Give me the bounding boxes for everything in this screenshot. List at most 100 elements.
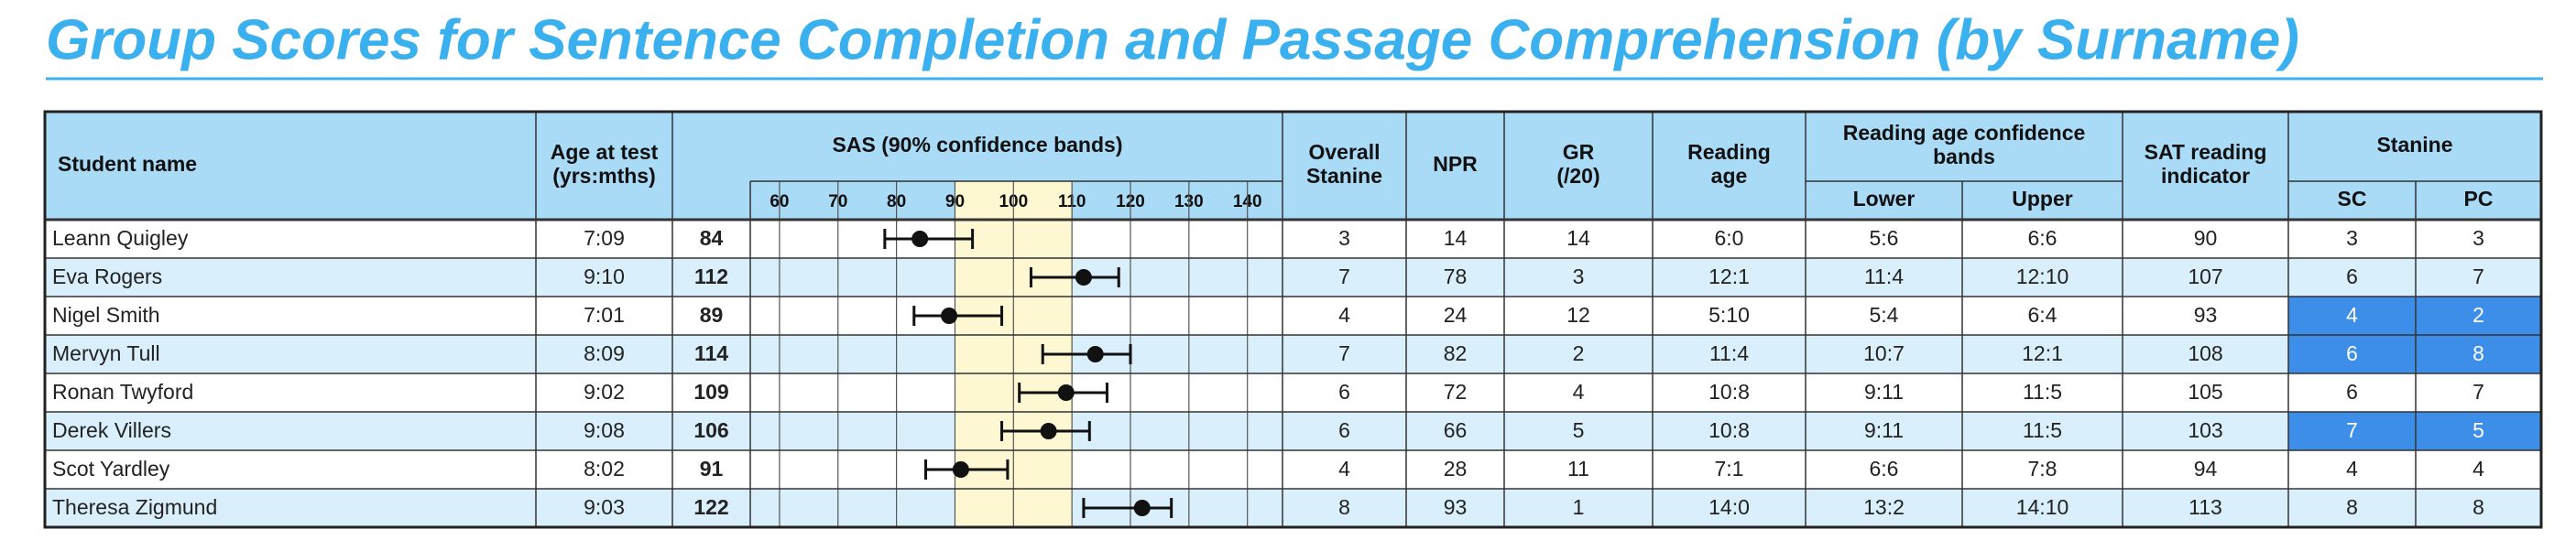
cell: 7 (1338, 265, 1350, 288)
cell: 6:6 (1870, 457, 1899, 481)
row-bg (45, 373, 2541, 412)
row-bg (45, 220, 2541, 258)
score-dot (1133, 500, 1151, 516)
cell: 5 (2472, 418, 2484, 442)
table-border (43, 110, 2543, 529)
row-bg (45, 489, 2541, 527)
cell: 11:5 (2023, 418, 2062, 442)
cell: 4 (2472, 457, 2484, 481)
cell: 14:0 (1708, 495, 1750, 519)
cell: 6 (1338, 380, 1350, 404)
cell: 6:0 (1715, 226, 1744, 250)
cell: 6 (1338, 418, 1350, 442)
cell: 3 (2346, 226, 2358, 250)
cell: 4 (2346, 457, 2358, 481)
cell: 8:09 (584, 341, 625, 365)
cell: 9:03 (584, 495, 625, 519)
cell: 2 (1573, 341, 1585, 365)
score-dot (1086, 346, 1104, 362)
score-dot (1057, 384, 1075, 401)
sub-header: Upper (2012, 187, 2073, 211)
cell: 3 (2472, 226, 2484, 250)
title: Group Scores for Sentence Completion and… (46, 8, 2299, 71)
cell: 6 (2346, 265, 2358, 288)
score-dot (952, 461, 969, 478)
column-header: Stanine (2376, 133, 2452, 157)
cell: 5 (1573, 418, 1585, 442)
cell: 8 (2346, 495, 2358, 519)
cell: 107 (2188, 265, 2222, 288)
cell: 9:08 (584, 418, 625, 442)
cell: 2 (2472, 303, 2484, 327)
column-header: SAT reading (2145, 140, 2267, 164)
column-header: (yrs:mths) (552, 164, 655, 188)
column-header: age (1711, 164, 1748, 188)
column-header: NPR (1433, 152, 1478, 176)
cell: 4 (2346, 303, 2358, 327)
cell: 91 (700, 457, 724, 481)
cell: 4 (1338, 457, 1350, 481)
cell: 112 (694, 265, 728, 288)
column-header: Overall (1309, 140, 1381, 164)
cell: 8 (2472, 341, 2484, 365)
cell: 5:10 (1708, 303, 1750, 327)
cell: 6 (2346, 341, 2358, 365)
cell: 94 (2194, 457, 2218, 481)
cell: 7:8 (2028, 457, 2058, 481)
highlight-cell (2416, 335, 2541, 373)
cell: 108 (2188, 341, 2222, 365)
highlight-cell (2288, 335, 2416, 373)
cell: 6:4 (2028, 303, 2058, 327)
cell: 12 (1566, 303, 1590, 327)
cell: 106 (693, 418, 728, 442)
cell: 28 (1444, 457, 1468, 481)
cell: Leann Quigley (52, 226, 189, 250)
column-header: Stanine (1306, 164, 1382, 188)
column-header: Reading (1687, 140, 1771, 164)
cell: 10:8 (1708, 418, 1750, 442)
cell: 5:6 (1870, 226, 1899, 250)
score-dot (1040, 423, 1057, 439)
cell: 7 (2472, 265, 2484, 288)
cell: Ronan Twyford (52, 380, 193, 404)
column-header: SAS (90% confidence bands) (833, 133, 1123, 157)
column-header: Student name (58, 152, 197, 176)
cell: Eva Rogers (52, 265, 162, 288)
cell: 7:1 (1715, 457, 1744, 481)
cell: Theresa Zigmund (52, 495, 217, 519)
cell: 3 (1338, 226, 1350, 250)
cell: 66 (1444, 418, 1468, 442)
cell: 122 (693, 495, 728, 519)
header-bg (45, 112, 2541, 220)
cell: 109 (693, 380, 728, 404)
cell: 3 (1573, 265, 1585, 288)
cell: 10:8 (1708, 380, 1750, 404)
cell: 11:4 (1864, 265, 1904, 288)
score-dot (911, 231, 929, 247)
cell: 1 (1573, 495, 1585, 519)
column-header: indicator (2161, 164, 2250, 188)
row-bg (45, 335, 2541, 373)
cell: 103 (2188, 418, 2222, 442)
cell: Nigel Smith (52, 303, 160, 327)
sub-header: PC (2464, 187, 2494, 211)
cell: 7 (2472, 380, 2484, 404)
cell: 11:5 (2023, 380, 2062, 404)
row-bg (45, 450, 2541, 489)
cell: Derek Villers (52, 418, 171, 442)
cell: 9:11 (1864, 418, 1904, 442)
cell: 9:10 (584, 265, 625, 288)
column-header: (/20) (1556, 164, 1599, 188)
column-header: bands (1933, 145, 1995, 168)
cell: 113 (2189, 495, 2222, 519)
cell: 105 (2188, 380, 2222, 404)
cell: 13:2 (1863, 495, 1905, 519)
cell: 9:02 (584, 380, 625, 404)
cell: 93 (2194, 303, 2218, 327)
column-header: Age at test (551, 140, 659, 164)
column-header: Reading age confidence (1843, 121, 2086, 145)
cell: 11 (1567, 457, 1589, 481)
highlight-cell (2416, 412, 2541, 450)
